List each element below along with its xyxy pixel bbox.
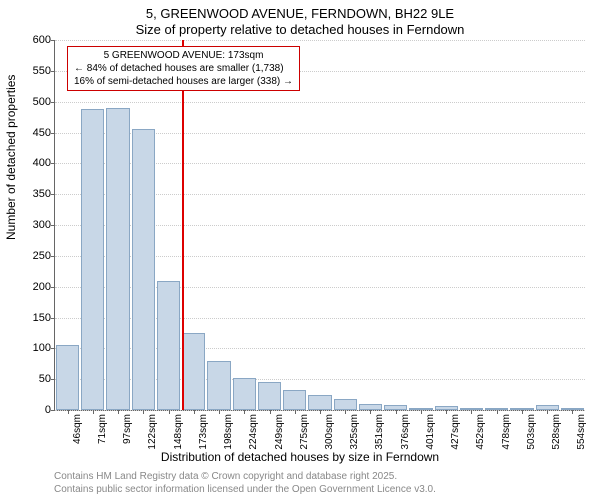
ytick-label: 200 (33, 281, 55, 293)
annotation-line3: 16% of semi-detached houses are larger (… (74, 75, 293, 88)
annotation-line2: ← 84% of detached houses are smaller (1,… (74, 62, 293, 75)
annotation-box: 5 GREENWOOD AVENUE: 173sqm ← 84% of deta… (67, 46, 300, 91)
gridline (55, 40, 585, 41)
reference-line (182, 40, 184, 410)
ytick-label: 250 (33, 250, 55, 262)
xtick-label: 427sqm (450, 414, 461, 450)
y-axis-label: Number of detached properties (4, 75, 18, 240)
xtick-label: 71sqm (97, 414, 108, 444)
ytick-label: 500 (33, 96, 55, 108)
xtick-label: 198sqm (223, 414, 234, 450)
ytick-label: 150 (33, 312, 55, 324)
ytick-label: 450 (33, 127, 55, 139)
xtick-label: 376sqm (400, 414, 411, 450)
bar (283, 390, 306, 410)
annotation-line1: 5 GREENWOOD AVENUE: 173sqm (74, 49, 293, 62)
ytick-label: 350 (33, 188, 55, 200)
bar (258, 382, 281, 410)
bar (81, 109, 104, 410)
xtick-label: 401sqm (425, 414, 436, 450)
bar (308, 395, 331, 410)
bar (182, 333, 205, 410)
xtick-label: 528sqm (551, 414, 562, 450)
gridline (55, 102, 585, 103)
xtick-mark (143, 410, 144, 414)
xtick-label: 97sqm (122, 414, 133, 444)
ytick-label: 600 (33, 34, 55, 46)
xtick-mark (93, 410, 94, 414)
bar (334, 399, 357, 410)
xtick-mark (396, 410, 397, 414)
ytick-label: 550 (33, 65, 55, 77)
xtick-mark (497, 410, 498, 414)
xtick-mark (547, 410, 548, 414)
attribution-line1: Contains HM Land Registry data © Crown c… (54, 470, 436, 483)
ytick-label: 0 (45, 404, 55, 416)
xtick-label: 300sqm (324, 414, 335, 450)
chart-container: 5, GREENWOOD AVENUE, FERNDOWN, BH22 9LE … (0, 0, 600, 500)
xtick-label: 503sqm (526, 414, 537, 450)
xtick-mark (295, 410, 296, 414)
xtick-label: 224sqm (248, 414, 259, 450)
attribution: Contains HM Land Registry data © Crown c… (54, 470, 436, 496)
ytick-label: 50 (39, 373, 55, 385)
xtick-label: 275sqm (299, 414, 310, 450)
xtick-label: 173sqm (198, 414, 209, 450)
xtick-mark (320, 410, 321, 414)
xtick-label: 122sqm (147, 414, 158, 450)
xtick-label: 452sqm (475, 414, 486, 450)
ytick-label: 300 (33, 219, 55, 231)
attribution-line2: Contains public sector information licen… (54, 483, 436, 496)
bar (132, 129, 155, 410)
xtick-mark (421, 410, 422, 414)
xtick-mark (522, 410, 523, 414)
bar (106, 108, 129, 410)
xtick-mark (219, 410, 220, 414)
xtick-label: 249sqm (274, 414, 285, 450)
xtick-mark (68, 410, 69, 414)
xtick-mark (471, 410, 472, 414)
x-axis-label: Distribution of detached houses by size … (0, 450, 600, 464)
xtick-label: 554sqm (576, 414, 587, 450)
ytick-label: 100 (33, 342, 55, 354)
ytick-label: 400 (33, 157, 55, 169)
xtick-mark (194, 410, 195, 414)
xtick-mark (244, 410, 245, 414)
plot-area: 05010015020025030035040045050055060046sq… (54, 40, 585, 411)
xtick-mark (169, 410, 170, 414)
xtick-mark (370, 410, 371, 414)
xtick-mark (270, 410, 271, 414)
bar (207, 361, 230, 410)
bar (157, 281, 180, 411)
xtick-label: 148sqm (173, 414, 184, 450)
chart-title: 5, GREENWOOD AVENUE, FERNDOWN, BH22 9LE (0, 6, 600, 21)
xtick-mark (572, 410, 573, 414)
xtick-label: 351sqm (374, 414, 385, 450)
xtick-label: 46sqm (72, 414, 83, 444)
xtick-mark (118, 410, 119, 414)
xtick-label: 325sqm (349, 414, 360, 450)
bar (56, 345, 79, 410)
chart-subtitle: Size of property relative to detached ho… (0, 22, 600, 37)
bar (233, 378, 256, 410)
xtick-mark (345, 410, 346, 414)
xtick-mark (446, 410, 447, 414)
xtick-label: 478sqm (501, 414, 512, 450)
